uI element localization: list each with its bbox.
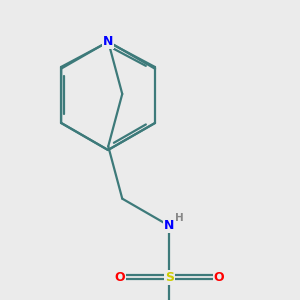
Text: O: O (114, 271, 125, 284)
Text: N: N (164, 219, 174, 232)
Text: H: H (175, 213, 184, 223)
Text: N: N (103, 35, 113, 48)
Text: S: S (165, 271, 174, 284)
Text: O: O (214, 271, 224, 284)
